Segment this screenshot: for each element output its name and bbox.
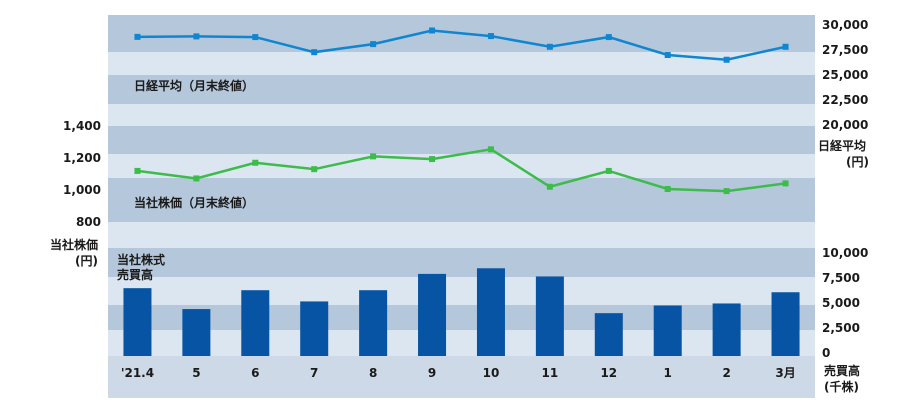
nikkei-series-label: 日経平均（月末終値） xyxy=(134,78,254,93)
volume-bar-9 xyxy=(594,313,623,356)
stock-point-6 xyxy=(429,156,436,163)
background-bands xyxy=(108,15,815,398)
nikkei-point-8 xyxy=(546,43,553,50)
x-tick-10: 1 xyxy=(664,366,672,380)
volume-bar-3 xyxy=(241,290,270,356)
band-4 xyxy=(108,104,815,126)
band-9 xyxy=(108,248,815,277)
x-tick-12: 3月 xyxy=(775,366,795,380)
nikkei-axis-title-line-2: (円) xyxy=(846,155,869,169)
stock-point-7 xyxy=(487,146,494,153)
volume-bar-4 xyxy=(300,301,329,356)
x-tick-11: 2 xyxy=(722,366,730,380)
x-axis: '21.4 5 6 7 8 9 10 11 12 1 2 3月 xyxy=(121,366,796,380)
volume-bar-5 xyxy=(359,290,388,356)
x-tick-1: '21.4 xyxy=(121,366,154,380)
nikkei-tick-4: 22,500 xyxy=(822,93,868,107)
x-tick-9: 12 xyxy=(600,366,617,380)
volume-axis-title-line-1: 売買高 xyxy=(824,363,860,378)
volume-bar-6 xyxy=(418,273,447,356)
nikkei-point-3 xyxy=(252,34,259,41)
stock-axis-title-line-2: (円) xyxy=(75,254,98,268)
nikkei-tick-3: 25,000 xyxy=(822,68,868,82)
nikkei-point-6 xyxy=(429,27,436,34)
stock-point-12 xyxy=(782,180,789,187)
volume-axis-title-line-2: (千株) xyxy=(824,379,859,394)
stock-point-1 xyxy=(134,167,141,174)
x-tick-7: 10 xyxy=(483,366,500,380)
stock-tick-2: 1,200 xyxy=(63,151,101,165)
band-11 xyxy=(108,305,815,330)
stock-point-8 xyxy=(546,183,553,190)
nikkei-panel: 30,000 27,500 25,000 22,500 20,000 日経平均 (円) 日経平… xyxy=(134,18,869,169)
x-axis-band xyxy=(108,356,815,398)
band-10 xyxy=(108,277,815,305)
stock-point-4 xyxy=(311,166,318,173)
volume-tick-1: 10,000 xyxy=(822,246,868,260)
band-6 xyxy=(108,154,815,178)
stock-axis-title-line-1: 当社株価 xyxy=(50,237,98,252)
stock-point-2 xyxy=(193,175,200,182)
band-2 xyxy=(108,52,815,75)
stock-point-5 xyxy=(370,153,377,160)
volume-bar-8 xyxy=(535,276,564,356)
stock-price-panel: 1,400 1,200 1,000 800 当社株価 (円) 当社株価（月末終値） xyxy=(50,119,789,268)
band-5 xyxy=(108,126,815,154)
nikkei-axis-title-line-1: 日経平均 xyxy=(818,138,866,153)
volume-bar-2 xyxy=(182,309,211,356)
stock-tick-3: 1,000 xyxy=(63,183,101,197)
nikkei-point-10 xyxy=(664,51,671,58)
nikkei-point-1 xyxy=(134,33,141,40)
x-tick-5: 8 xyxy=(369,366,377,380)
stock-tick-4: 800 xyxy=(76,215,101,229)
volume-bar-10 xyxy=(653,305,682,356)
nikkei-point-2 xyxy=(193,33,200,40)
nikkei-point-9 xyxy=(605,34,612,41)
band-8 xyxy=(108,222,815,248)
band-12 xyxy=(108,330,815,356)
nikkei-point-4 xyxy=(311,49,318,56)
volume-tick-4: 2,500 xyxy=(822,321,860,335)
volume-bar-1 xyxy=(123,288,152,356)
band-7 xyxy=(108,178,815,222)
nikkei-point-12 xyxy=(782,43,789,50)
x-tick-2: 5 xyxy=(192,366,200,380)
nikkei-tick-5: 20,000 xyxy=(822,118,868,132)
nikkei-line xyxy=(137,29,786,62)
volume-bar-11 xyxy=(712,303,741,356)
stock-line xyxy=(137,148,786,193)
stock-point-9 xyxy=(605,167,612,174)
nikkei-tick-1: 30,000 xyxy=(822,18,868,32)
x-tick-4: 7 xyxy=(310,366,318,380)
nikkei-tick-2: 27,500 xyxy=(822,43,868,57)
volume-series-label-line-1: 当社株式 xyxy=(117,252,165,267)
stock-series-label: 当社株価（月末終値） xyxy=(134,195,254,210)
volume-tick-2: 7,500 xyxy=(822,271,860,285)
stock-tick-1: 1,400 xyxy=(63,119,101,133)
nikkei-point-5 xyxy=(370,41,377,48)
volume-tick-3: 5,000 xyxy=(822,296,860,310)
nikkei-point-11 xyxy=(723,56,730,63)
stock-point-11 xyxy=(723,188,730,195)
x-tick-8: 11 xyxy=(542,366,559,380)
x-tick-3: 6 xyxy=(251,366,259,380)
volume-bar-12 xyxy=(771,292,800,356)
stock-point-3 xyxy=(252,159,259,166)
volume-series-label-line-2: 売買高 xyxy=(117,267,153,282)
stock-point-10 xyxy=(664,186,671,192)
nikkei-point-7 xyxy=(487,33,494,40)
volume-bar-7 xyxy=(476,268,505,356)
x-tick-6: 9 xyxy=(428,366,436,380)
volume-tick-5: 0 xyxy=(822,346,830,360)
band-3 xyxy=(108,75,815,104)
